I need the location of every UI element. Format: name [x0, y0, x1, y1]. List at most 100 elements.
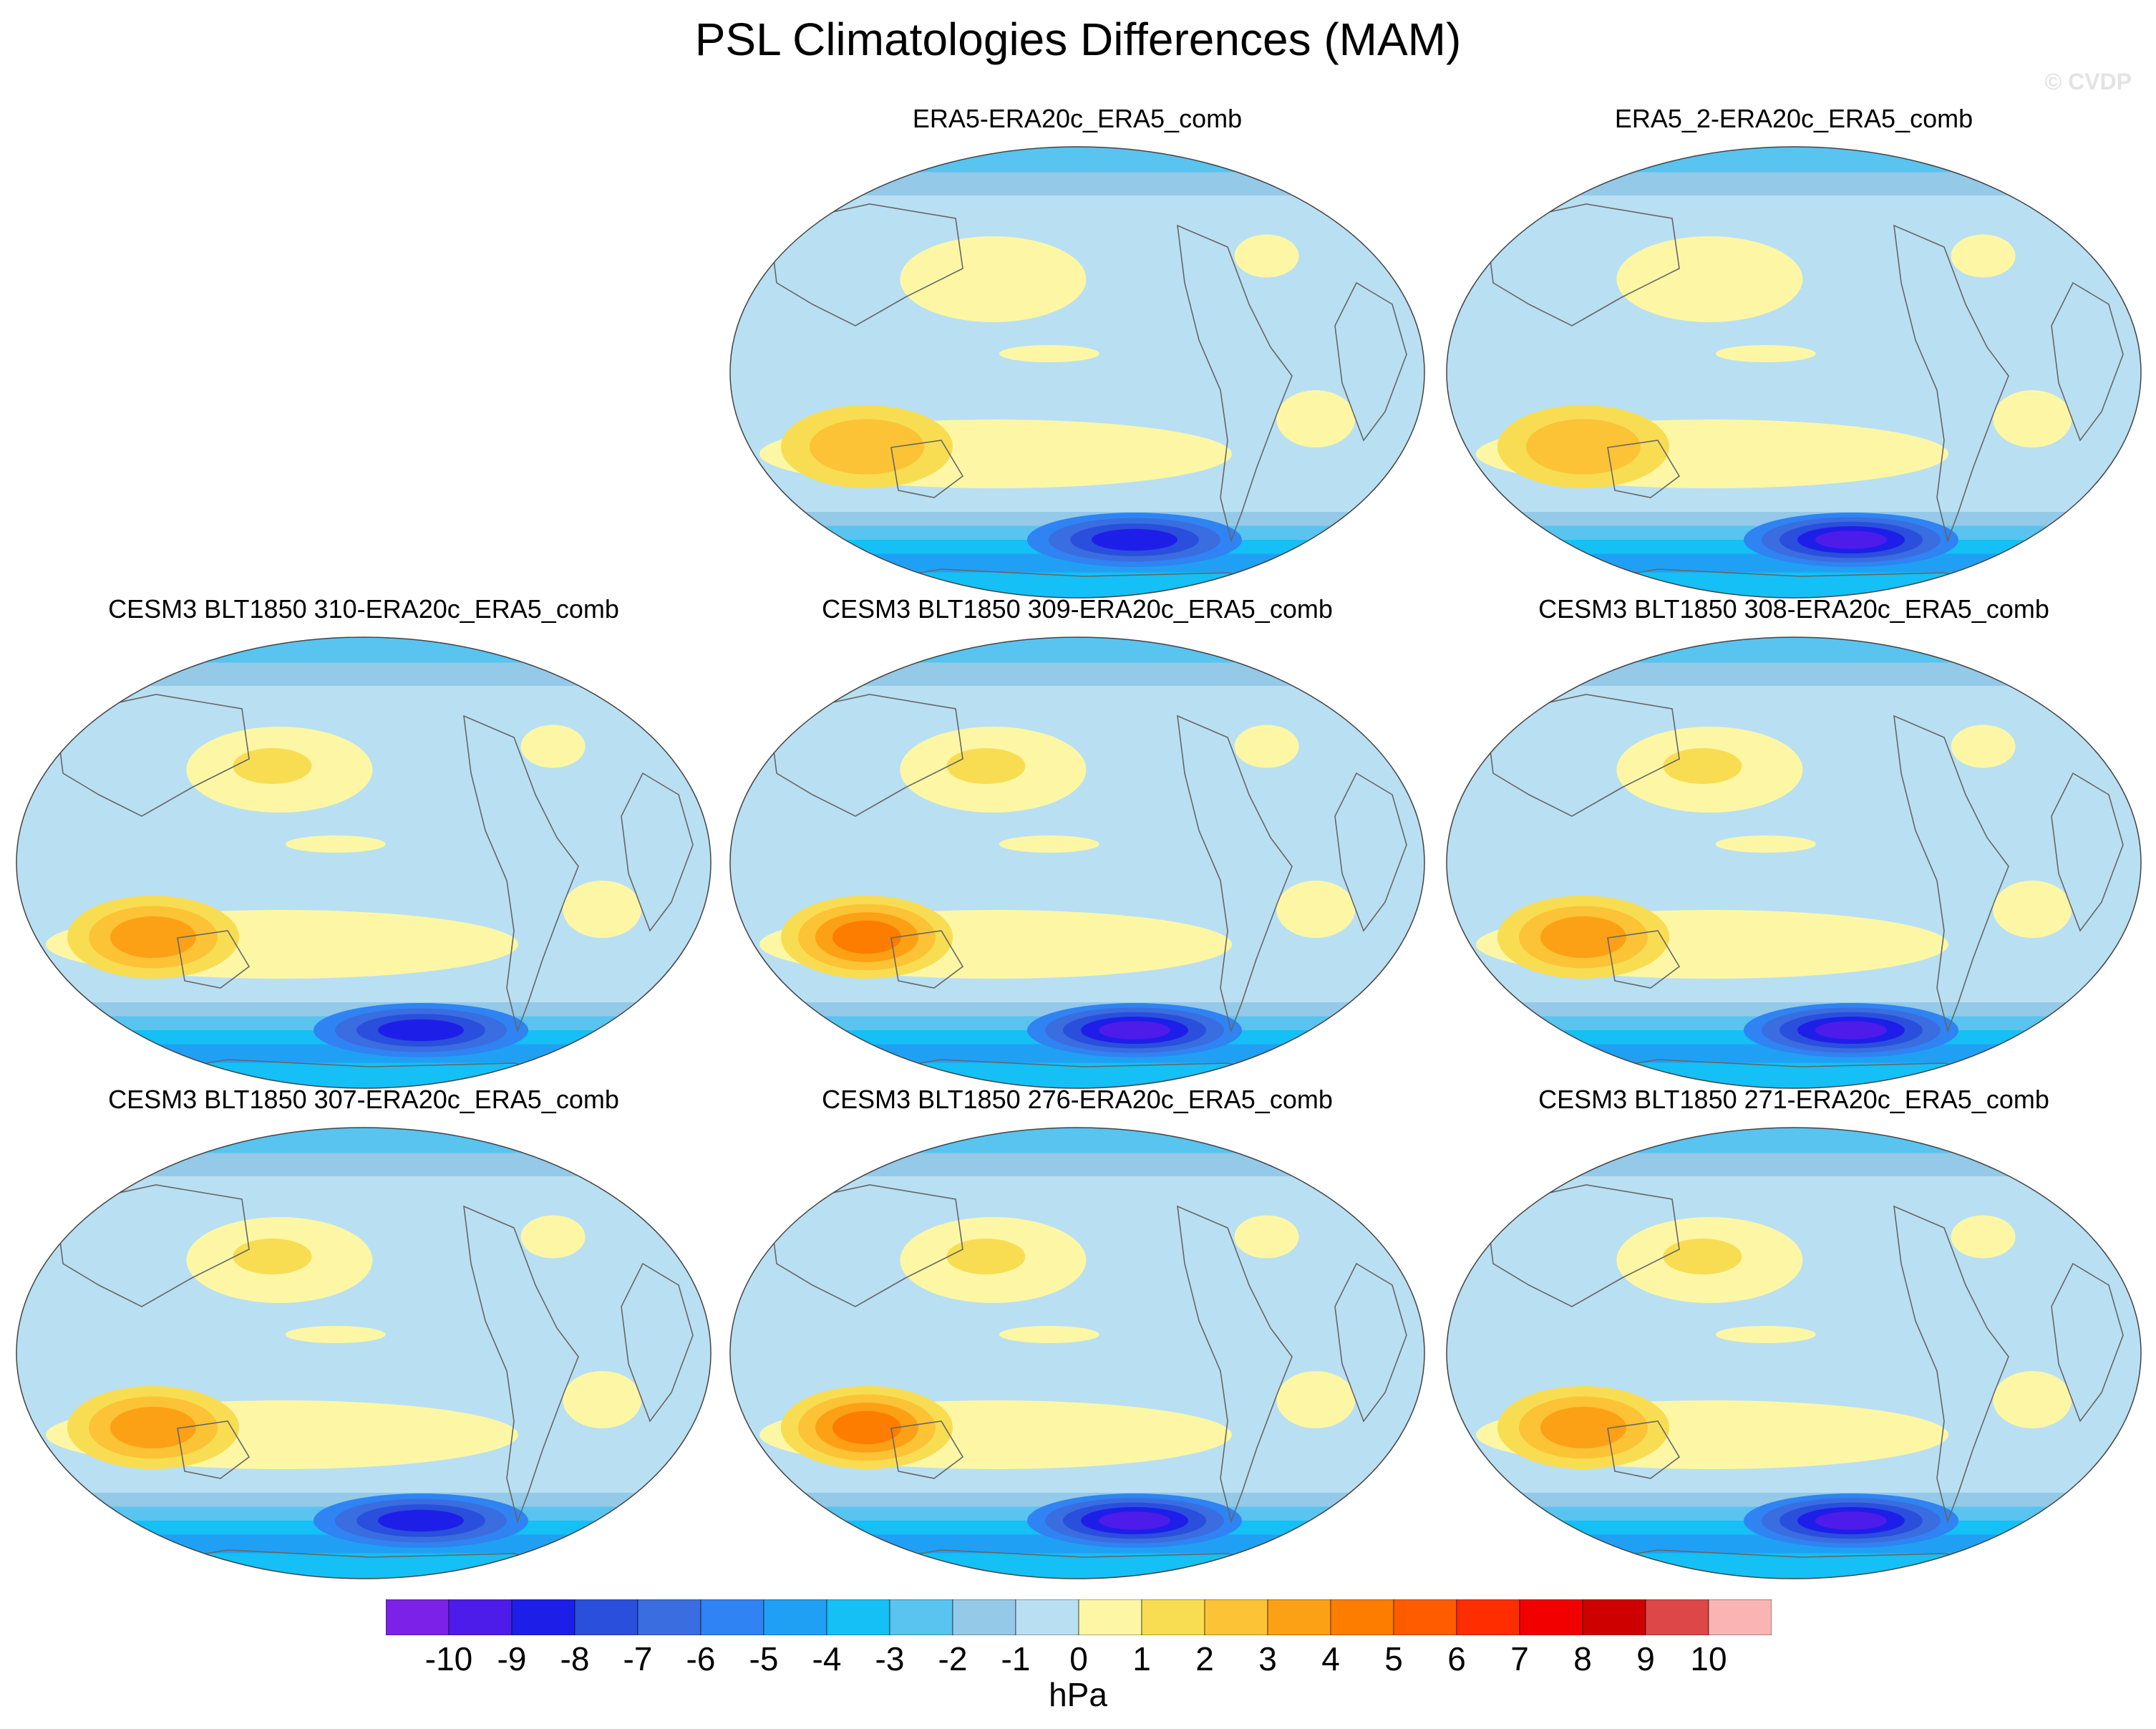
- colorbar-swatch: [1015, 1599, 1079, 1635]
- map-panel: CESM3 BLT1850 307-ERA20c_ERA5_comb: [13, 1085, 714, 1586]
- equatorial-positive-contour: [999, 345, 1099, 362]
- coastline-asia: [1485, 203, 1680, 326]
- colorbar-tick-label: 5: [1384, 1640, 1403, 1677]
- north-atlantic-high-contour: [1234, 1215, 1299, 1259]
- southern-low-contour: [1815, 531, 1887, 549]
- coastline-americas: [463, 715, 579, 1033]
- map-panel: CESM3 BLT1850 309-ERA20c_ERA5_comb: [727, 594, 1428, 1095]
- colorbar-swatch: [448, 1599, 513, 1635]
- colorbar-swatch: [1267, 1599, 1331, 1635]
- equatorial-positive-contour: [999, 1326, 1099, 1343]
- colorbar-tick-label: 3: [1258, 1640, 1277, 1677]
- colorbar-swatch: [574, 1599, 638, 1635]
- arctic-band: [730, 172, 1424, 195]
- equatorial-positive-contour: [285, 836, 386, 853]
- equatorial-positive-contour: [999, 836, 1099, 853]
- panel-title: CESM3 BLT1850 310-ERA20c_ERA5_comb: [108, 594, 619, 624]
- coastline-australia: [1607, 930, 1681, 989]
- colorbar-swatch: [511, 1599, 576, 1635]
- coastline-americas: [463, 1205, 579, 1524]
- arctic-band: [730, 637, 1424, 663]
- panel-title: CESM3 BLT1850 309-ERA20c_ERA5_comb: [822, 594, 1333, 624]
- colorbar-tick-label: 0: [1069, 1640, 1088, 1677]
- colorbar-tick-label: -10: [424, 1640, 473, 1677]
- map-panel: CESM3 BLT1850 310-ERA20c_ERA5_comb: [13, 594, 714, 1095]
- coastline-africa: [1334, 772, 1407, 932]
- subtropical-high-contour: [110, 916, 196, 958]
- panel-title: CESM3 BLT1850 276-ERA20c_ERA5_comb: [822, 1085, 1333, 1114]
- coastline-africa: [2051, 772, 2124, 932]
- subtropical-high-contour: [1526, 419, 1641, 475]
- southern-band: [730, 1553, 1424, 1579]
- colorbar-swatch: [1519, 1599, 1583, 1635]
- arctic-band: [730, 1128, 1424, 1153]
- map-svg: [1446, 146, 2142, 599]
- coastline-australia: [890, 1420, 964, 1479]
- coastline-asia: [769, 694, 963, 817]
- north-pacific-high-contour: [946, 748, 1026, 784]
- panel-title: CESM3 BLT1850 308-ERA20c_ERA5_comb: [1538, 594, 2049, 624]
- colorbar-tick-label: -8: [560, 1640, 590, 1677]
- colorbar-tick-label: -3: [875, 1640, 905, 1677]
- map-border: [1446, 636, 2142, 1089]
- colorbar-swatch: [637, 1599, 701, 1635]
- colorbar-tick-label: 1: [1132, 1640, 1151, 1677]
- map-border: [729, 146, 1425, 599]
- colorbar-swatch: [1708, 1599, 1772, 1635]
- southern-low-contour: [1815, 1021, 1887, 1040]
- equatorial-positive-contour: [1715, 1326, 1816, 1343]
- map-svg: [729, 1127, 1425, 1579]
- coastline-africa: [2051, 281, 2124, 442]
- colorbar-tick-label: -6: [686, 1640, 716, 1677]
- southern-low-contour: [1092, 528, 1177, 551]
- arctic-band: [730, 1153, 1424, 1176]
- colorbar-tick-label: -7: [623, 1640, 653, 1677]
- southern-band: [16, 1553, 711, 1579]
- north-atlantic-high-contour: [1951, 725, 2016, 768]
- north-pacific-high-contour: [233, 1239, 312, 1274]
- subtropical-high-contour: [110, 1407, 196, 1448]
- colorbar-swatch: [952, 1599, 1016, 1635]
- colorbar-swatch: [1393, 1599, 1457, 1635]
- southern-low-contour: [378, 1509, 464, 1532]
- equatorial-positive-contour: [1715, 345, 1816, 362]
- map-border: [729, 1127, 1425, 1579]
- colorbar-tick-label: 10: [1690, 1640, 1727, 1677]
- arctic-band: [1447, 1153, 2141, 1176]
- coastline-australia: [1607, 440, 1681, 498]
- colorbar-tick-label: -9: [497, 1640, 527, 1677]
- coastline-americas: [1177, 715, 1293, 1033]
- subtropical-high-contour: [1540, 916, 1626, 958]
- coastline-americas: [1177, 224, 1293, 543]
- coastline-australia: [890, 930, 964, 989]
- colorbar-tick-label: -2: [938, 1640, 968, 1677]
- colorbar-tick-label: 4: [1321, 1640, 1340, 1677]
- figure-title: PSL Climatologies Differences (MAM): [694, 14, 1462, 65]
- map-svg: [16, 636, 712, 1089]
- colorbar-swatch: [763, 1599, 827, 1635]
- southern-band: [1447, 1553, 2141, 1579]
- coastline-australia: [1607, 1420, 1681, 1479]
- colorbar-tick-label: 8: [1573, 1640, 1592, 1677]
- map-border: [729, 636, 1425, 1089]
- colorbar-tick-label: 7: [1510, 1640, 1529, 1677]
- map-panel: CESM3 BLT1850 271-ERA20c_ERA5_comb: [1443, 1085, 2145, 1586]
- map-panel: ERA5-ERA20c_ERA5_comb: [727, 104, 1428, 605]
- map-border: [1446, 146, 2142, 599]
- colorbar-swatch: [1141, 1599, 1205, 1635]
- colorbar-swatch: [1330, 1599, 1394, 1635]
- coastline-americas: [1893, 715, 2009, 1033]
- map-svg: [729, 636, 1425, 1089]
- south-atlantic-high-contour: [1993, 1371, 2072, 1428]
- colorbar-swatch: [386, 1599, 450, 1635]
- colorbar: [386, 1599, 1772, 1635]
- coastline-australia: [177, 930, 251, 989]
- north-pacific-high-contour: [1616, 236, 1803, 322]
- north-pacific-high-contour: [1663, 748, 1742, 784]
- coastline-asia: [769, 203, 963, 326]
- coastline-asia: [1485, 694, 1680, 817]
- coastline-africa: [621, 772, 694, 932]
- north-pacific-high-contour: [946, 1239, 1026, 1274]
- subtropical-high-contour: [832, 920, 901, 954]
- south-atlantic-high-contour: [1993, 390, 2072, 447]
